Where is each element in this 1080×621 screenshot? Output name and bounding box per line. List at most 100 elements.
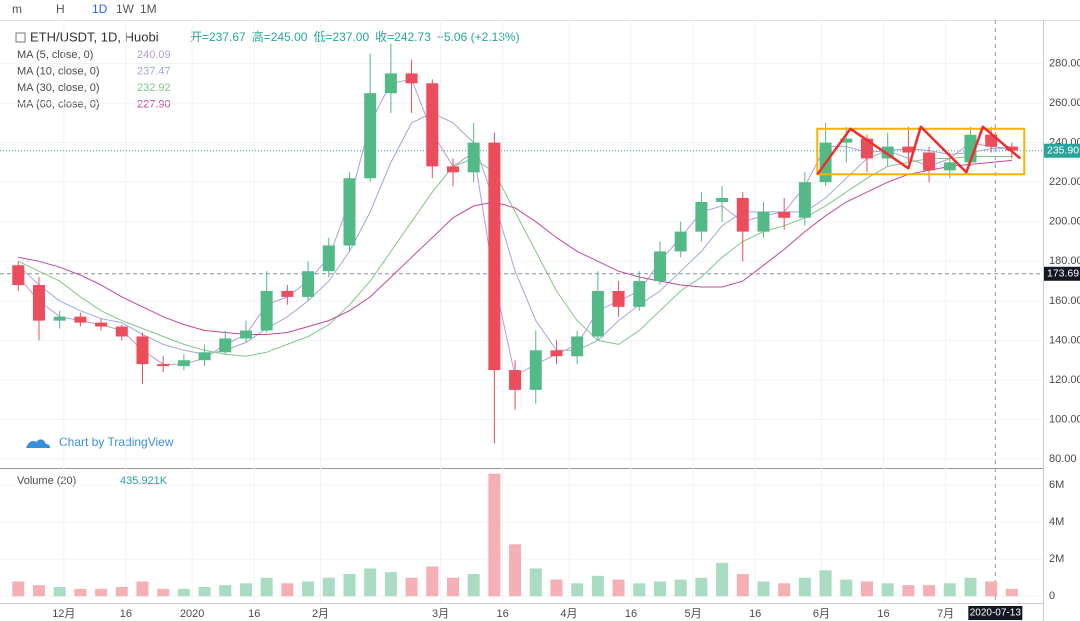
x-tick-label: 6月 <box>813 608 830 620</box>
volume-bar <box>74 588 87 597</box>
candle-body <box>716 198 729 202</box>
candle-body <box>591 290 604 337</box>
ohlc-value: 高=245.00 <box>252 29 308 44</box>
crosshair-label: 2020-07-13 <box>970 608 1022 619</box>
candle-body <box>653 251 666 282</box>
candle-body <box>446 166 459 173</box>
candle-body <box>260 290 273 331</box>
ma-legend-value: 232.92 <box>137 82 171 94</box>
x-tick-label: 16 <box>497 608 509 620</box>
volume-bar <box>260 577 273 597</box>
candle-body <box>612 290 625 307</box>
ma-legend-name: MA (5, close, 0) <box>17 49 93 61</box>
volume-bar <box>302 581 315 597</box>
volume-bar <box>53 587 66 597</box>
x-tick-label: 12月 <box>52 608 75 620</box>
volume-bar <box>157 588 170 597</box>
candle-body <box>302 271 315 297</box>
x-tick-label: 16 <box>877 608 889 620</box>
candle-body <box>923 152 936 171</box>
volume-bar <box>633 583 646 597</box>
volume-bar <box>819 570 832 597</box>
x-tick-label: 16 <box>120 608 132 620</box>
y-tick-label: 160.00 <box>1049 295 1080 307</box>
candle-body <box>177 360 190 367</box>
candle-body <box>115 326 128 337</box>
y-tick-label: 180.00 <box>1049 255 1080 267</box>
candle-body <box>943 162 956 171</box>
x-tick-label: 3月 <box>432 608 449 620</box>
candle-body <box>509 370 522 390</box>
ohlc-value: 开=237.67 <box>190 30 246 44</box>
candle-body <box>136 336 149 365</box>
candle-body <box>74 316 87 323</box>
candle-body <box>198 352 211 361</box>
watermark-text: Chart by TradingView <box>59 435 174 449</box>
price-label: 235.90 <box>1047 145 1079 157</box>
y-tick-label: 100.00 <box>1049 413 1080 425</box>
x-tick-label: 7月 <box>937 608 954 620</box>
candle-body <box>529 350 542 390</box>
volume-bar <box>1005 588 1018 597</box>
x-tick-label: 16 <box>248 608 260 620</box>
volume-tick-label: 2M <box>1049 553 1064 565</box>
candle-body <box>571 336 584 357</box>
volume-bar <box>198 587 211 597</box>
toolbar-button[interactable]: 1W <box>116 2 135 16</box>
ma-legend-value: 237.47 <box>137 65 171 77</box>
y-tick-label: 140.00 <box>1049 334 1080 346</box>
candle-body <box>488 142 501 371</box>
x-tick-label: 16 <box>749 608 761 620</box>
volume-bar <box>943 583 956 597</box>
y-tick-label: 120.00 <box>1049 374 1080 386</box>
x-tick-label: 4月 <box>560 608 577 620</box>
toolbar-button[interactable]: m <box>12 2 22 16</box>
volume-bar <box>95 588 108 597</box>
chart-title: ETH/USDT, 1D, Huobi <box>30 29 159 44</box>
ma-line <box>18 159 1012 335</box>
volume-bar <box>12 581 25 597</box>
volume-bar <box>467 574 480 597</box>
candle-body <box>219 338 232 353</box>
x-tick-label: 16 <box>625 608 637 620</box>
ohlc-value: +5.06 (+2.13%) <box>437 30 520 44</box>
volume-bar <box>964 577 977 597</box>
ma-line <box>17 112 1012 355</box>
volume-last: 435.921K <box>120 475 168 487</box>
ma-legend-name: MA (60, close, 0) <box>17 98 100 110</box>
volume-bar <box>985 581 998 597</box>
price-label-box <box>1044 143 1080 158</box>
y-tick-label: 80.00 <box>1049 453 1077 465</box>
candle-body <box>157 364 170 367</box>
volume-tick-label: 4M <box>1049 516 1064 528</box>
toolbar-button[interactable]: H <box>56 2 65 16</box>
price-label-box <box>1044 266 1080 281</box>
candle-body <box>985 134 998 147</box>
price-label: 173.69 <box>1047 268 1079 280</box>
candle-body <box>364 93 377 179</box>
candle-body <box>881 146 894 159</box>
volume-bar <box>778 583 791 597</box>
volume-bar <box>550 579 563 597</box>
toolbar-button[interactable]: 1M <box>140 2 157 16</box>
volume-bar <box>860 581 873 597</box>
volume-bar <box>923 585 936 597</box>
volume-bar <box>446 577 459 597</box>
ma-legend-name: MA (30, close, 0) <box>17 82 100 94</box>
volume-bar <box>219 585 232 597</box>
volume-tick-label: 0 <box>1049 590 1055 602</box>
collapse-icon[interactable] <box>15 32 26 43</box>
volume-bar <box>239 583 252 597</box>
candle-body <box>902 146 915 153</box>
volume-bar <box>177 588 190 597</box>
volume-bar <box>591 575 604 597</box>
volume-bar <box>384 572 397 597</box>
volume-title: Volume (20) <box>17 475 76 487</box>
volume-bar <box>757 581 770 597</box>
toolbar-button[interactable]: 1D <box>92 2 108 16</box>
candle-body <box>1005 146 1018 151</box>
volume-bar <box>529 568 542 597</box>
candle-body <box>633 281 646 307</box>
volume-bar <box>653 581 666 597</box>
